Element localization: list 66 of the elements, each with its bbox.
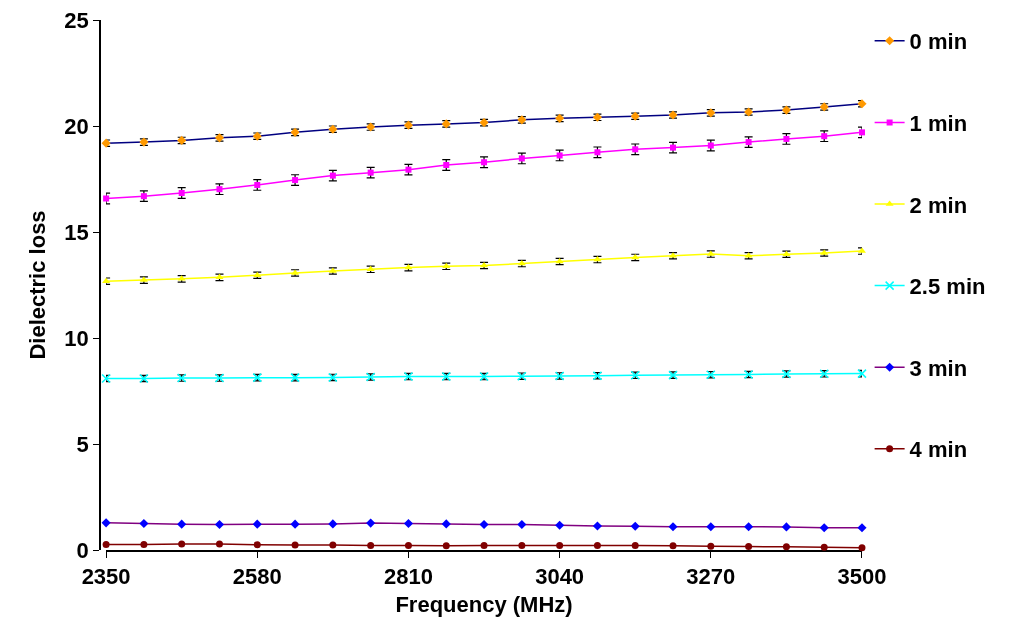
legend-label: 2.5 min [909,274,986,300]
point [669,542,677,550]
point [214,520,225,530]
point [857,523,867,533]
point [177,519,187,529]
point [291,541,299,549]
point [328,519,338,529]
point [101,138,111,148]
point [178,540,186,548]
x-axis-title: Frequency (MHz) [395,591,573,617]
point [366,518,376,528]
point [290,519,300,529]
point [857,368,867,379]
legend-label: 1 min [909,110,968,136]
point [101,373,111,384]
point [744,522,754,532]
x-tick-label: 3040 [535,564,585,590]
point [140,540,148,548]
x-tick-label: 3500 [837,564,887,590]
point [706,522,716,532]
y-tick-label: 20 [64,113,89,139]
point [820,543,828,551]
point [668,522,678,532]
point [367,542,375,550]
point [102,540,110,548]
point [517,520,527,530]
y-tick-label: 15 [64,219,89,245]
point [556,542,564,550]
legend-label: 3 min [909,355,968,381]
point [480,542,488,550]
point [252,519,262,529]
point [404,542,412,550]
point [403,518,414,529]
point [745,543,753,551]
point [139,518,149,529]
legend-label: 0 min [909,29,968,55]
point [593,542,601,550]
x-tick-label: 2580 [232,564,282,590]
x-tick-label: 2350 [81,564,131,590]
x-tick-label: 3270 [686,564,736,590]
point [631,542,639,550]
point [555,520,565,530]
point [858,544,866,552]
point [479,520,489,530]
point [781,522,791,532]
point [819,523,829,533]
point [101,518,111,528]
point [253,541,261,549]
point [782,543,790,551]
point [707,542,715,550]
y-tick-label: 5 [76,431,89,457]
point [857,99,867,109]
point [442,542,450,550]
x-tick-label: 2810 [383,564,433,590]
y-tick-label: 0 [76,537,89,563]
y-axis-title: Dielectric loss [24,210,50,360]
point [592,521,602,531]
point [215,540,223,548]
point [518,542,526,550]
y-tick-label: 10 [64,325,89,351]
y-tick-label: 25 [64,7,89,33]
legend-label: 2 min [909,192,968,218]
point [630,521,640,531]
legend-label: 4 min [909,437,968,463]
point [329,541,337,549]
point [441,519,451,529]
